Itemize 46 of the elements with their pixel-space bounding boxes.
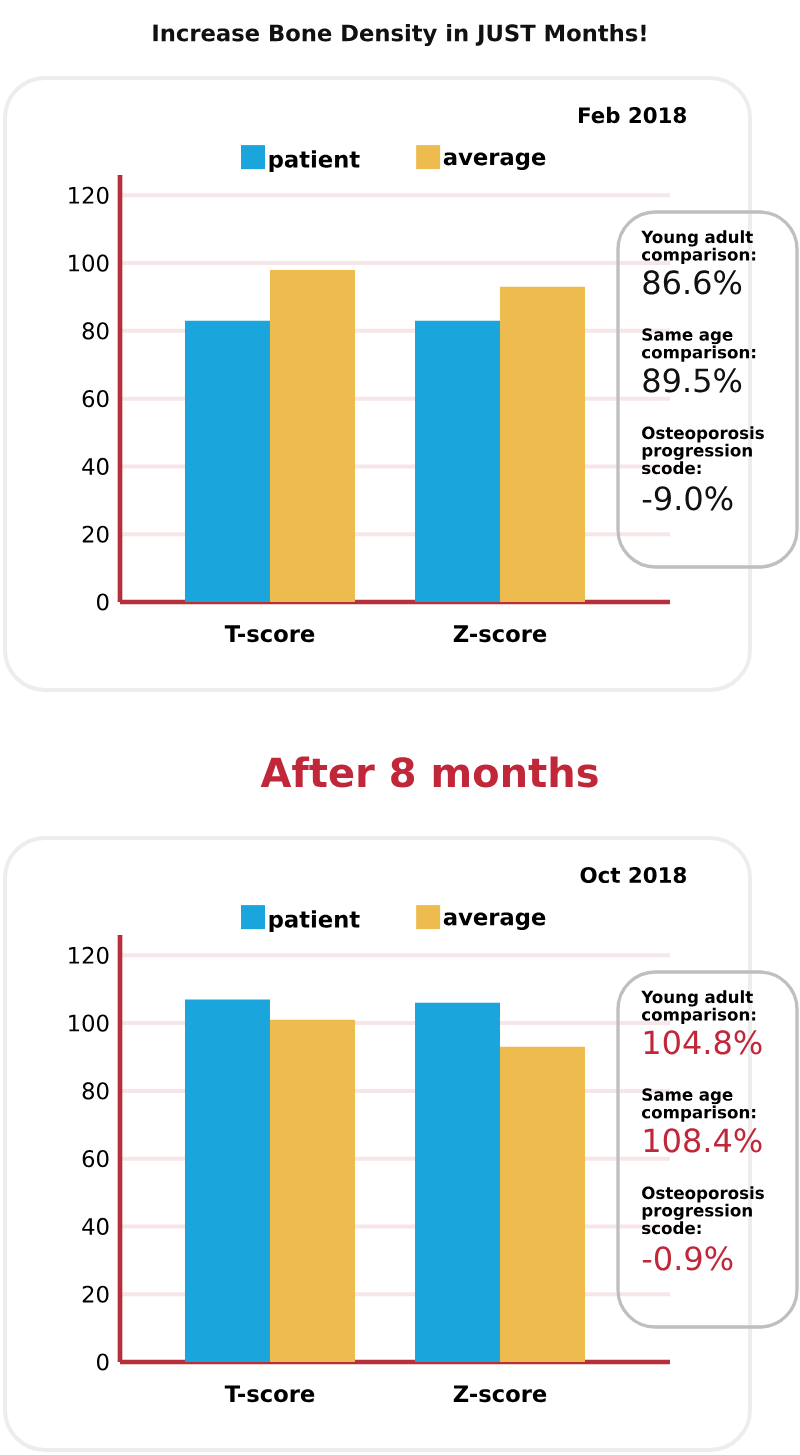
annotation: -9.0% (642, 486, 733, 511)
y-tick-label: 20 (82, 1285, 109, 1303)
chart-subtitle: Oct 2018 (580, 866, 686, 884)
y-tick-label: 0 (97, 1353, 109, 1371)
x-tick-label: T-score (224, 1385, 315, 1403)
bar (184, 999, 270, 1362)
annotation: Young adult comparison: (641, 230, 756, 264)
legend-label: average (443, 912, 546, 931)
chart-subtitle: Feb 2018 (579, 106, 686, 124)
y-tick-label: 20 (82, 525, 109, 543)
bar (184, 320, 270, 602)
annotation: Osteoporosis progression scode: (642, 1186, 764, 1235)
x-tick-label: Z-score (453, 1385, 547, 1403)
annotation: 104.8% (644, 1030, 762, 1055)
annotation: Osteoporosis progression scode: (642, 426, 764, 475)
annotation: Same age comparison: (641, 1088, 756, 1122)
y-tick-label: 40 (82, 1217, 109, 1235)
y-tick-label: 120 (69, 186, 109, 204)
y-tick-label: 80 (82, 1082, 109, 1100)
annotation: -0.9% (642, 1246, 733, 1271)
bar (269, 1019, 355, 1362)
legend-label: average (443, 152, 546, 171)
legend-label: patient (269, 150, 360, 173)
y-tick-label: 80 (82, 322, 109, 340)
annotation: 108.4% (644, 1128, 762, 1153)
x-tick-label: T-score (224, 625, 315, 643)
y-tick-label: 0 (97, 593, 109, 611)
legend-label: patient (269, 910, 360, 933)
bar (500, 1046, 586, 1362)
bar (415, 320, 501, 602)
bar (269, 269, 355, 602)
y-tick-label: 40 (82, 457, 109, 475)
chart-title: After 8 months (260, 756, 598, 788)
chart-title: Increase Bone Density in JUST Months! (153, 23, 646, 47)
bar (415, 1002, 501, 1362)
y-tick-label: 60 (82, 390, 109, 408)
y-tick-label: 100 (69, 1014, 109, 1032)
y-tick-label: 120 (69, 946, 109, 964)
y-tick-label: 60 (82, 1150, 109, 1168)
bar (500, 286, 586, 602)
y-tick-label: 100 (69, 254, 109, 272)
annotation: 86.6% (643, 270, 742, 295)
annotation: Same age comparison: (641, 328, 756, 362)
annotation: 89.5% (643, 368, 742, 393)
x-tick-label: Z-score (453, 625, 547, 643)
annotation: Young adult comparison: (641, 990, 756, 1024)
